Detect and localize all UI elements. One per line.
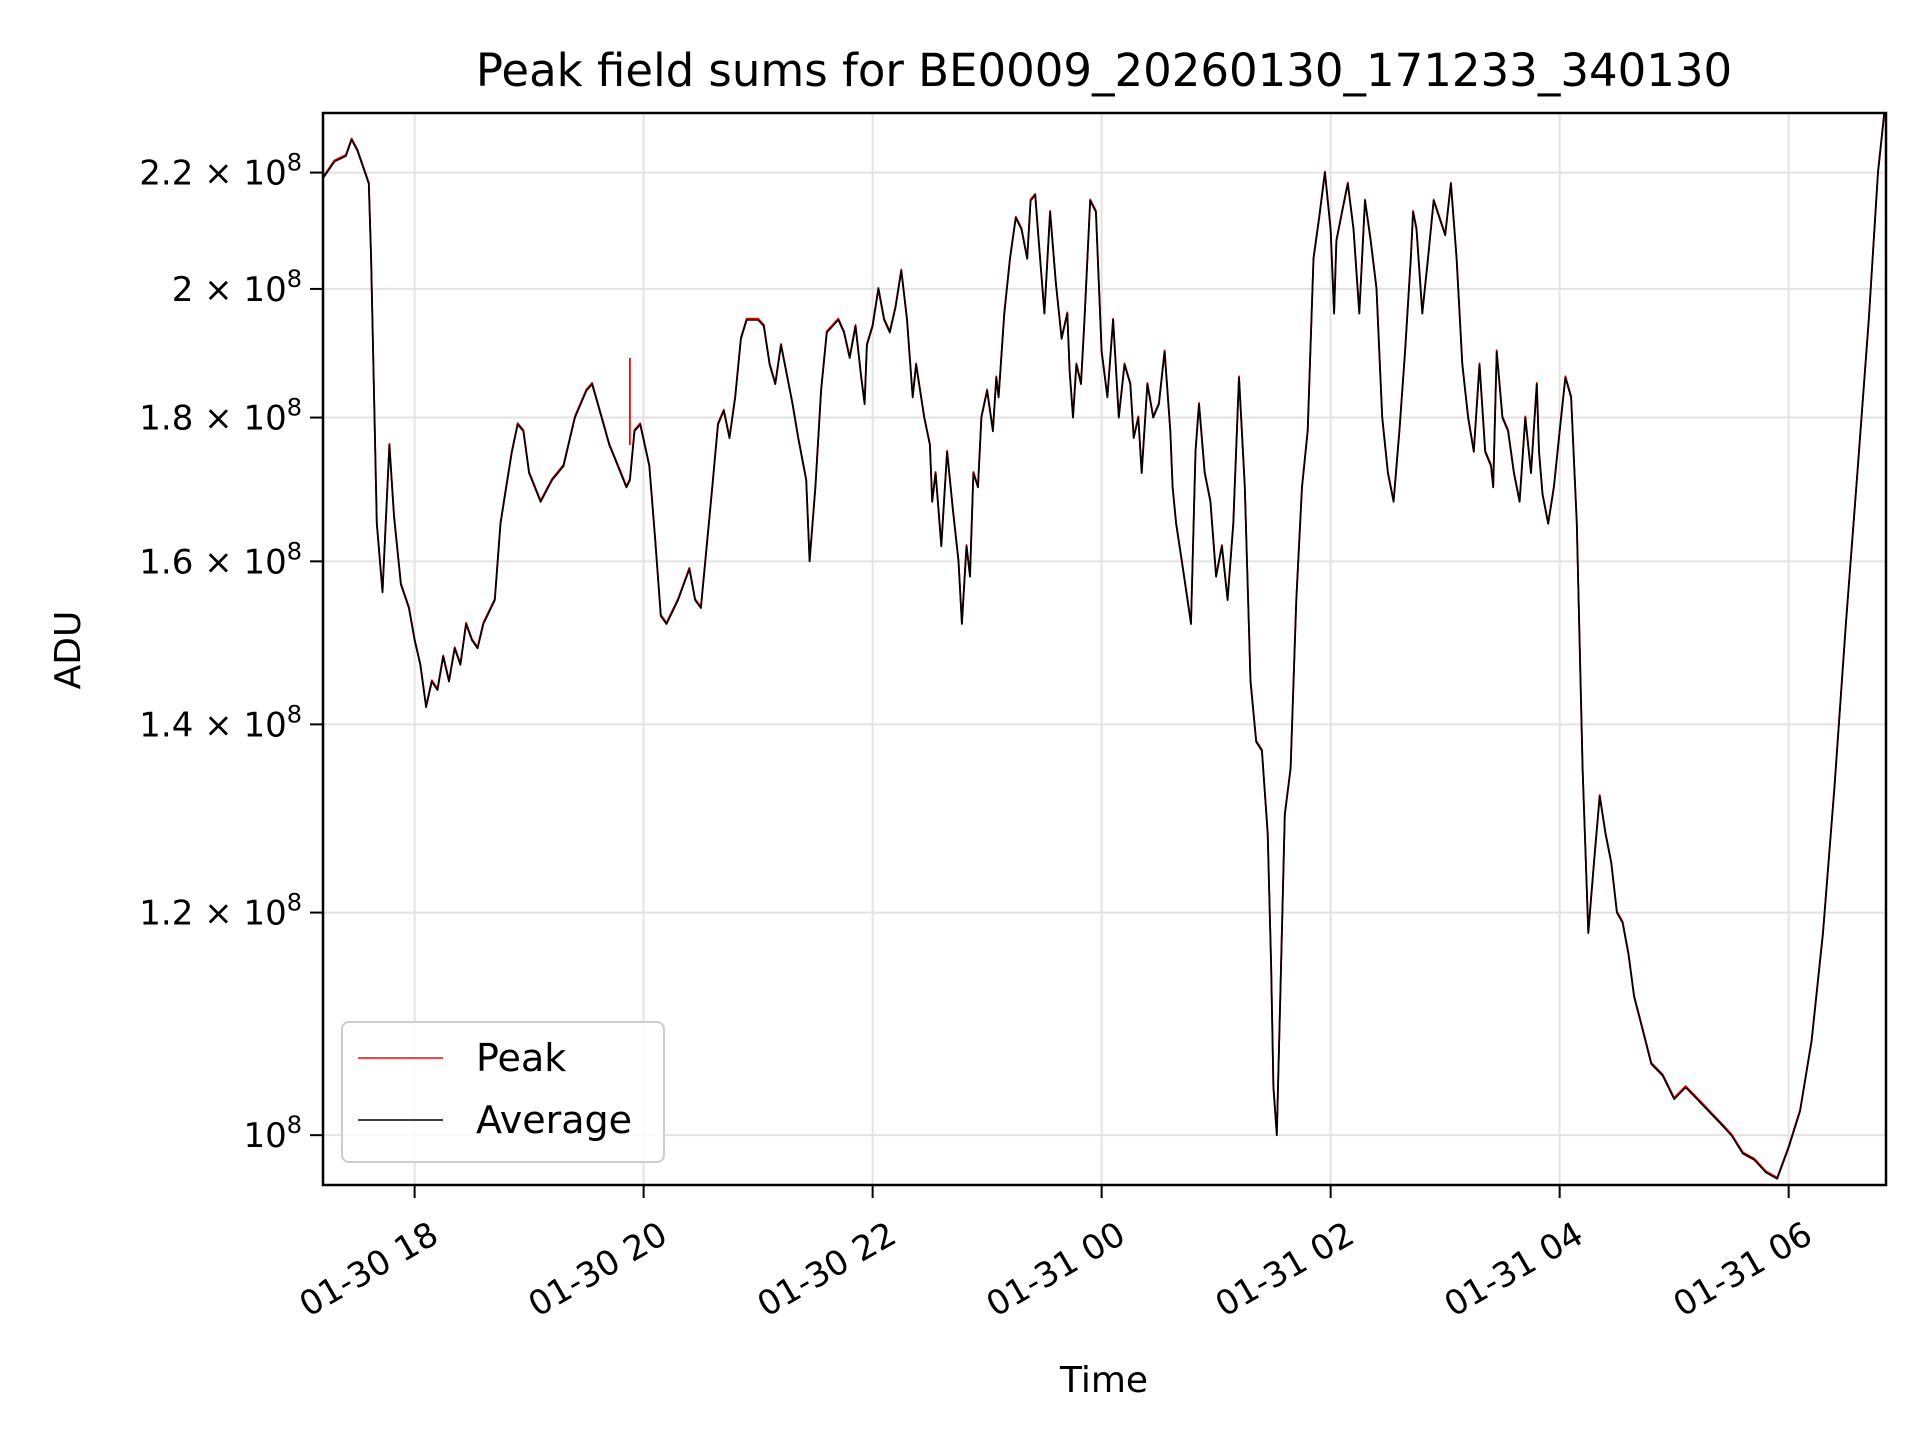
y-axis: 108 1.2 × 108 1.4 × 108 1.6 × 108 1.8 × 108 2… [139,149,323,1156]
plot-frame [321,111,1888,1187]
y-tick-label: 2.2 × 108 [139,149,302,194]
y-tick-label: 1.8 × 108 [139,394,302,439]
legend-box [341,1021,665,1163]
x-axis-label: Time [1059,1360,1148,1401]
y-tick-label: 1.2 × 108 [139,889,302,934]
y-tick-label: 108 [243,1111,302,1156]
y-axis-label: ADU [48,611,89,690]
chart-title: Peak field sums for BE0009_20260130_1712… [476,44,1732,97]
average-series-line [323,113,1886,1180]
legend-average-label: Average [476,1098,632,1142]
legend: Peak Average [341,1021,665,1163]
y-tick-label: 2 × 108 [172,265,302,310]
legend-peak-label: Peak [476,1036,566,1080]
y-tick-label: 1.4 × 108 [139,700,302,745]
plot-lines [323,113,1886,1180]
y-tick-label: 1.6 × 108 [139,537,302,582]
